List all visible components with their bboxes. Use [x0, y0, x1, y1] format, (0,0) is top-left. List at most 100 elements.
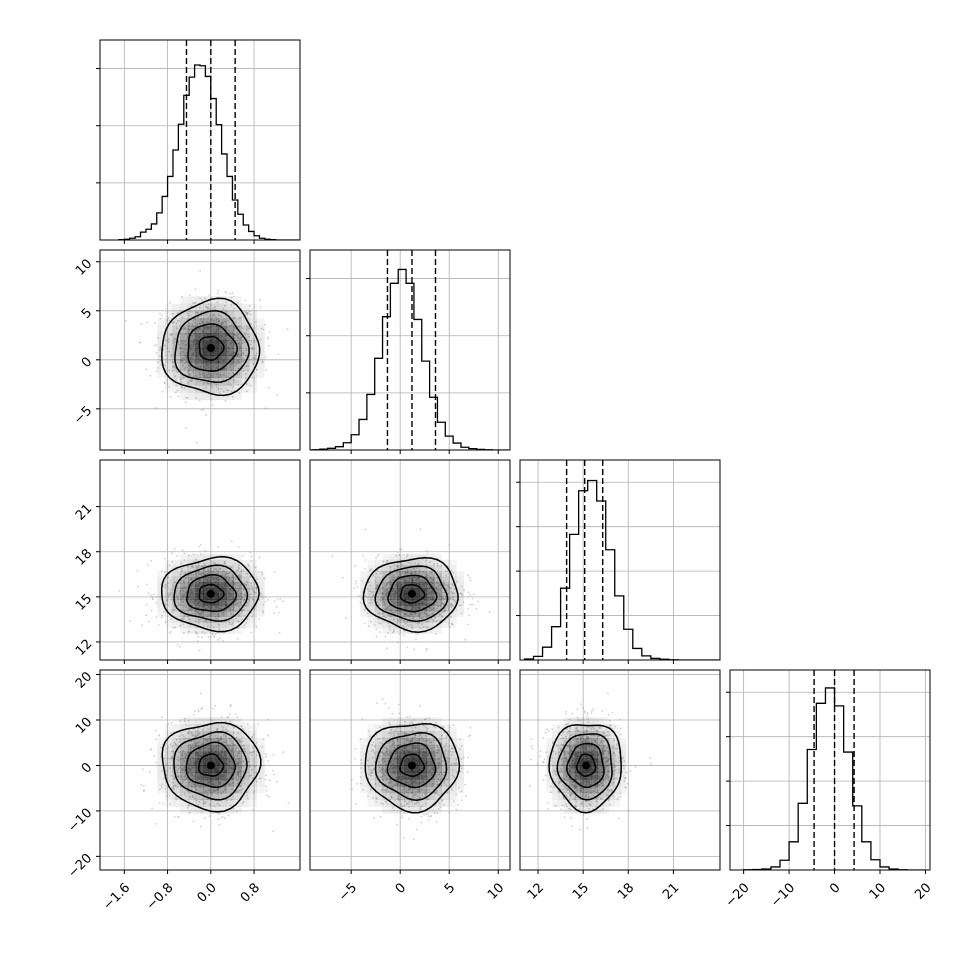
- scatter-point: [265, 789, 268, 792]
- scatter-point: [187, 772, 190, 775]
- scatter-point: [171, 552, 173, 555]
- scatter-point: [220, 324, 223, 327]
- scatter-point: [219, 568, 221, 570]
- histogram-step: [523, 479, 720, 660]
- scatter-point: [238, 771, 240, 774]
- scatter-point: [179, 591, 181, 594]
- scatter-point: [242, 351, 244, 354]
- density-cell: [195, 717, 204, 725]
- scatter-point: [227, 572, 229, 575]
- scatter-point: [188, 294, 191, 296]
- scatter-point: [221, 321, 224, 324]
- scatter-point: [185, 354, 188, 357]
- scatter-point: [272, 830, 274, 833]
- scatter-point: [438, 583, 441, 586]
- scatter-point: [160, 363, 163, 366]
- scatter-point: [262, 328, 265, 331]
- scatter-point: [425, 613, 427, 615]
- scatter-point: [183, 559, 186, 561]
- scatter-point: [410, 613, 413, 616]
- scatter-point: [189, 743, 191, 746]
- scatter-point: [163, 777, 166, 779]
- scatter-point: [415, 567, 418, 569]
- scatter-point: [210, 399, 213, 401]
- scatter-point: [201, 611, 204, 614]
- density-cell: [241, 318, 250, 327]
- scatter-point: [184, 353, 187, 356]
- scatter-point: [258, 777, 261, 780]
- scatter-point: [190, 608, 193, 611]
- scatter-point: [205, 414, 208, 417]
- scatter-point: [399, 548, 401, 550]
- scatter-point: [206, 794, 209, 797]
- scatter-point: [381, 596, 383, 598]
- scatter-point: [242, 729, 245, 732]
- scatter-point: [237, 342, 240, 345]
- scatter-point: [168, 794, 171, 797]
- scatter-point: [184, 610, 186, 613]
- scatter-point: [181, 754, 184, 756]
- scatter-point: [143, 789, 146, 792]
- density-cell: [411, 554, 420, 561]
- scatter-point: [237, 773, 240, 775]
- scatter-point: [189, 608, 192, 610]
- scatter-point: [258, 556, 261, 559]
- scatter-point: [230, 799, 233, 801]
- density-cell: [187, 554, 196, 561]
- scatter-point: [170, 631, 172, 633]
- scatter-point: [236, 638, 239, 640]
- density-cell: [180, 377, 189, 386]
- scatter-point: [206, 306, 209, 309]
- scatter-point: [451, 623, 454, 626]
- scatter-point: [437, 605, 440, 608]
- density-cell: [389, 605, 398, 612]
- scatter-point: [190, 732, 193, 735]
- scatter-point: [180, 758, 182, 760]
- scatter-point: [428, 614, 431, 617]
- scatter-point: [467, 623, 470, 626]
- scatter-point: [151, 598, 154, 601]
- scatter-point: [178, 582, 181, 585]
- scatter-point: [410, 613, 413, 615]
- scatter-point: [426, 626, 428, 629]
- scatter-point: [189, 361, 192, 363]
- scatter-point: [417, 612, 420, 615]
- scatter-point: [180, 562, 183, 565]
- scatter-point: [401, 625, 404, 628]
- scatter-point: [220, 574, 223, 577]
- scatter-point: [443, 598, 445, 601]
- density-cell: [195, 362, 204, 371]
- scatter-point: [265, 785, 267, 788]
- scatter-point: [345, 617, 348, 619]
- scatter-point: [252, 339, 255, 342]
- scatter-point: [227, 620, 230, 622]
- scatter-point: [187, 381, 189, 384]
- scatter-point: [203, 382, 206, 384]
- scatter-point: [392, 603, 395, 605]
- scatter-point: [149, 748, 152, 750]
- scatter-point: [404, 613, 407, 615]
- scatter-point: [180, 347, 182, 349]
- scatter-point: [218, 823, 221, 826]
- scatter-point: [377, 603, 380, 606]
- density-cell: [441, 616, 450, 623]
- scatter-point: [223, 609, 225, 612]
- scatter-point: [390, 609, 393, 612]
- scatter-point: [207, 373, 210, 376]
- scatter-point: [172, 750, 175, 753]
- scatter-point: [169, 767, 172, 769]
- scatter-point: [402, 577, 405, 579]
- scatter-point: [200, 574, 203, 576]
- scatter-point: [428, 607, 431, 609]
- scatter-point: [194, 288, 197, 291]
- scatter-point: [208, 614, 211, 616]
- scatter-point: [440, 601, 443, 604]
- scatter-point: [139, 341, 142, 344]
- scatter-point: [180, 378, 183, 381]
- scatter-point: [419, 528, 422, 531]
- scatter-point: [231, 744, 234, 747]
- scatter-point: [370, 599, 372, 601]
- scatter-point: [241, 780, 244, 782]
- scatter-point: [190, 740, 193, 743]
- scatter-point: [208, 736, 211, 738]
